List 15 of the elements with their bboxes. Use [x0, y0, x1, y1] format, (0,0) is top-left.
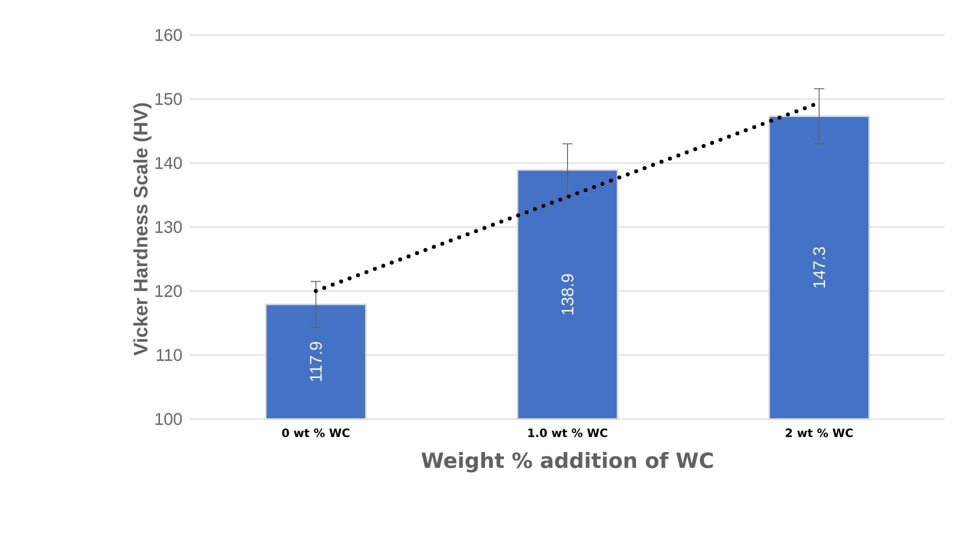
data-label: 147.3 [813, 247, 826, 288]
x-tick-label: 0 wt % WC [282, 428, 350, 438]
y-tick-label: 100 [156, 412, 182, 425]
y-tick-label: 150 [156, 92, 182, 105]
x-tick-label: 1.0 wt % WC [528, 428, 608, 438]
data-label: 117.9 [310, 342, 322, 381]
x-axis-title: Weight % addition of WC [422, 452, 713, 472]
y-tick-label: 160 [156, 28, 182, 41]
data-label: 138.9 [562, 274, 574, 314]
y-tick-label: 140 [156, 156, 182, 169]
x-tick-label: 2 wt % WC [786, 428, 853, 438]
y-tick-label: 120 [156, 284, 182, 297]
y-axis-title: Vicker Hardness Scale (HV) [133, 103, 152, 356]
y-tick-label: 130 [156, 220, 182, 233]
y-tick-label: 110 [156, 348, 182, 361]
